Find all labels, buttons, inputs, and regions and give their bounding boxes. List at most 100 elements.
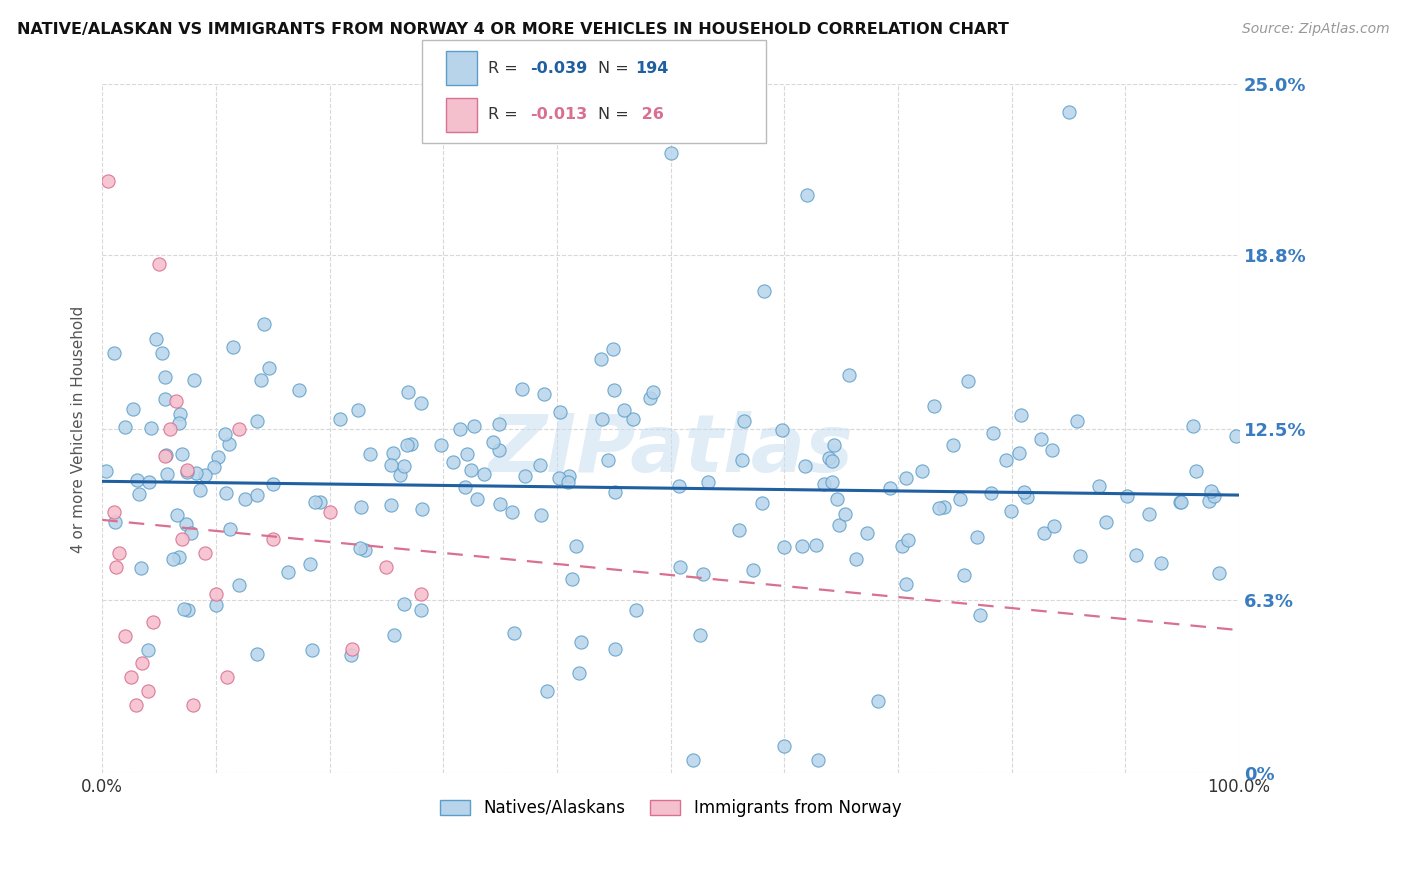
Point — [932, 500, 955, 514]
Point — [152, 345, 174, 359]
Point — [1116, 489, 1139, 503]
Point — [557, 475, 579, 489]
Point — [613, 403, 636, 417]
Point — [952, 568, 974, 582]
Point — [529, 458, 551, 472]
Point — [772, 540, 794, 554]
Point — [288, 383, 311, 397]
Point — [1040, 443, 1063, 458]
Text: N =: N = — [598, 107, 634, 122]
Point — [682, 753, 704, 767]
Point — [773, 739, 796, 753]
Point — [170, 447, 193, 461]
Point — [1150, 556, 1173, 570]
Point — [565, 539, 588, 553]
Point — [502, 626, 524, 640]
Point — [136, 643, 159, 657]
Point — [727, 523, 749, 537]
Point — [813, 477, 835, 491]
Point — [141, 421, 163, 435]
Point — [395, 438, 418, 452]
Point — [1202, 489, 1225, 503]
Point — [114, 629, 136, 643]
Point — [122, 401, 145, 416]
Legend: Natives/Alaskans, Immigrants from Norway: Natives/Alaskans, Immigrants from Norway — [433, 792, 908, 823]
Point — [329, 412, 352, 426]
Point — [349, 500, 371, 514]
Point — [794, 459, 817, 474]
Point — [411, 501, 433, 516]
Point — [561, 572, 583, 586]
Point — [669, 559, 692, 574]
Point — [228, 578, 250, 592]
Point — [166, 508, 188, 522]
Point — [219, 522, 242, 536]
Point — [817, 451, 839, 466]
Point — [103, 505, 125, 519]
Point — [510, 383, 533, 397]
Point — [472, 467, 495, 481]
Point — [897, 533, 920, 547]
Point — [162, 552, 184, 566]
Point — [689, 628, 711, 642]
Point — [1201, 484, 1223, 499]
Point — [180, 526, 202, 541]
Point — [156, 467, 179, 481]
Point — [640, 392, 662, 406]
Point — [966, 530, 988, 544]
Y-axis label: 4 or more Vehicles in Household: 4 or more Vehicles in Household — [72, 305, 86, 552]
Point — [217, 670, 239, 684]
Point — [169, 550, 191, 565]
Point — [169, 416, 191, 430]
Text: ZIPatlas: ZIPatlas — [488, 410, 853, 489]
Point — [194, 468, 217, 483]
Point — [1029, 433, 1052, 447]
Point — [318, 505, 340, 519]
Point — [155, 448, 177, 462]
Point — [730, 453, 752, 467]
Point — [513, 468, 536, 483]
Point — [596, 452, 619, 467]
Point — [183, 373, 205, 387]
Point — [456, 447, 478, 461]
Point — [488, 443, 510, 458]
Point — [558, 469, 581, 483]
Point — [463, 418, 485, 433]
Point — [602, 342, 624, 356]
Point — [548, 471, 571, 485]
Point — [603, 485, 626, 500]
Point — [205, 587, 228, 601]
Point — [176, 463, 198, 477]
Point — [145, 333, 167, 347]
Point — [148, 256, 170, 270]
Point — [981, 425, 1004, 440]
Point — [482, 434, 505, 449]
Point — [825, 491, 848, 506]
Point — [380, 498, 402, 512]
Point — [246, 488, 269, 502]
Point — [233, 491, 256, 506]
Point — [838, 368, 860, 383]
Point — [347, 402, 370, 417]
Point — [770, 423, 793, 437]
Text: NATIVE/ALASKAN VS IMMIGRANTS FROM NORWAY 4 OR MORE VEHICLES IN HOUSEHOLD CORRELA: NATIVE/ALASKAN VS IMMIGRANTS FROM NORWAY… — [17, 22, 1008, 37]
Point — [441, 455, 464, 469]
Point — [246, 647, 269, 661]
Point — [174, 516, 197, 531]
Point — [104, 559, 127, 574]
Point — [125, 698, 148, 712]
Point — [114, 420, 136, 434]
Point — [131, 560, 153, 574]
Text: R =: R = — [488, 61, 523, 76]
Point — [589, 352, 612, 367]
Point — [184, 466, 207, 480]
Point — [603, 383, 626, 397]
Point — [176, 465, 198, 479]
Point — [501, 505, 523, 519]
Point — [845, 552, 868, 566]
Point — [868, 694, 890, 708]
Point — [155, 392, 177, 406]
Point — [1208, 566, 1230, 580]
Point — [1125, 549, 1147, 563]
Text: R =: R = — [488, 107, 523, 122]
